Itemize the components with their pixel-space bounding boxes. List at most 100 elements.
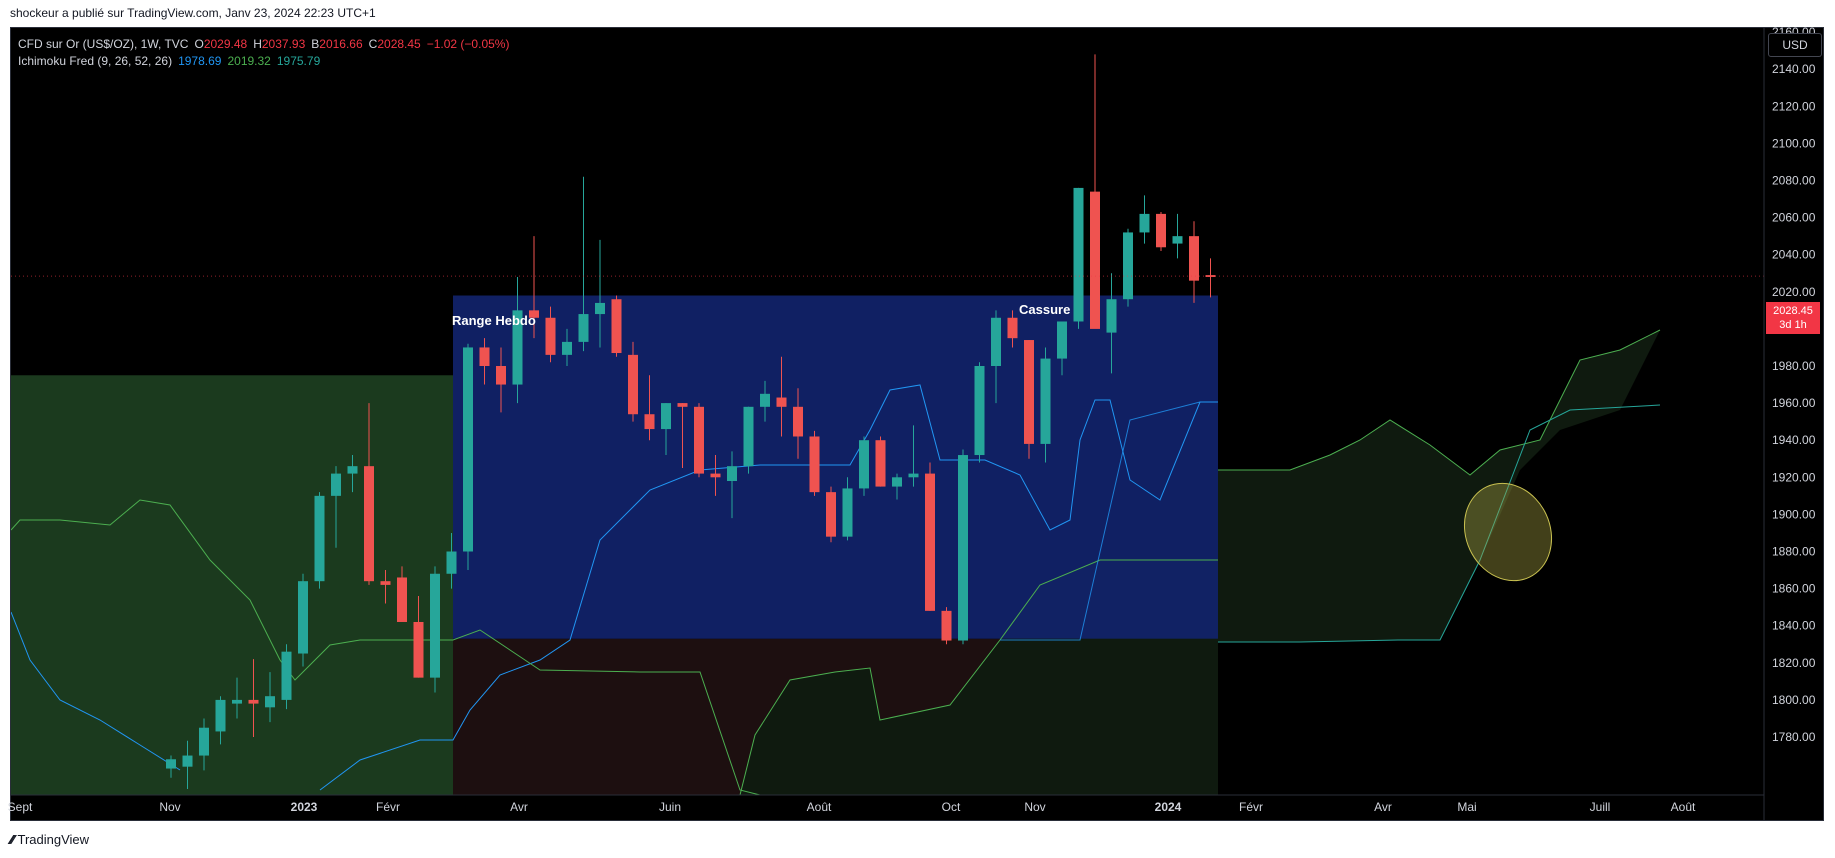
candle-body: [512, 310, 523, 385]
last-price-tag: 2028.45 3d 1h: [1766, 302, 1820, 334]
candle-body: [1172, 236, 1183, 244]
candle-body: [727, 466, 737, 482]
candle-body: [215, 699, 226, 732]
x-tick-label: Août: [807, 800, 832, 814]
y-tick-label: 2020.00: [1772, 285, 1816, 299]
candle-body: [974, 366, 985, 456]
legend-ichimoku: Ichimoku Fred (9, 26, 52, 26) 1978.69 20…: [18, 53, 509, 70]
candle-body: [347, 466, 358, 474]
y-tick-label: 1800.00: [1772, 693, 1816, 707]
y-tick-label: 1920.00: [1772, 470, 1816, 484]
y-tick-label: 2100.00: [1772, 136, 1816, 150]
x-tick-label: Mai: [1457, 800, 1476, 814]
currency-button[interactable]: USD: [1768, 33, 1822, 57]
footer-brand[interactable]: ⁄⁄⁄ TradingView: [10, 832, 89, 847]
chikou-line: [11, 499, 761, 795]
candle-body: [463, 347, 473, 552]
y-tick-label: 1860.00: [1772, 582, 1816, 596]
chart-legend: CFD sur Or (US$/OZ), 1W, TVC O2029.48 H 2…: [18, 36, 509, 70]
y-tick-label: 2120.00: [1772, 99, 1816, 113]
y-tick-label: 2060.00: [1772, 211, 1816, 225]
y-tick-label: 1840.00: [1772, 619, 1816, 633]
last-price-countdown: 3d 1h: [1779, 319, 1807, 331]
y-tick-label: 1980.00: [1772, 359, 1816, 373]
legend-b-value: 2016.66: [319, 37, 363, 51]
x-tick-label: 2023: [291, 800, 318, 814]
x-tick-label: Févr: [376, 800, 400, 814]
candle-body: [1123, 232, 1133, 300]
senkou-a-future: [1218, 329, 1661, 476]
candle-body: [1139, 213, 1150, 233]
candle-body: [364, 466, 374, 582]
candle-body: [496, 366, 506, 385]
candle-body: [529, 310, 539, 318]
candle-body: [760, 393, 770, 407]
tenkan-line: [319, 384, 1218, 791]
y-tick-label: 2140.00: [1772, 62, 1816, 76]
annotation-cassure: Cassure: [1019, 302, 1070, 317]
x-tick-label: Avr: [510, 800, 528, 814]
candle-body: [1007, 317, 1018, 339]
y-tick-label: 1960.00: [1772, 396, 1816, 410]
annotation-range-hebdo: Range Hebdo: [452, 313, 536, 328]
candle-body: [479, 347, 490, 366]
candle-body: [776, 397, 787, 407]
legend-symbol: CFD sur Or (US$/OZ), 1W, TVC: [18, 37, 189, 51]
kijun-line-right: [1000, 401, 1201, 641]
y-tick-label: 1820.00: [1772, 656, 1816, 670]
candle-body: [1040, 358, 1051, 444]
x-tick-label: Févr: [1239, 800, 1263, 814]
legend-c-value: 2028.45: [377, 37, 421, 51]
candle-body: [875, 440, 886, 487]
legend-ohlc: CFD sur Or (US$/OZ), 1W, TVC O2029.48 H 2…: [18, 36, 509, 53]
candle-body: [545, 317, 556, 355]
candle-body: [958, 455, 968, 641]
legend-ichimoku-v2: 2019.32: [227, 54, 271, 68]
candle-body: [298, 581, 308, 654]
candle-body: [314, 495, 325, 582]
candle-body: [859, 440, 869, 489]
candle-body: [331, 473, 341, 496]
y-tick-label: 1880.00: [1772, 545, 1816, 559]
candle-body: [1156, 213, 1166, 248]
x-tick-label: Nov: [159, 800, 180, 814]
range-hebdo-box: [453, 295, 1218, 639]
candle-body: [677, 403, 688, 407]
legend-change: −1.02 (−0.05%): [426, 37, 510, 51]
legend-ichimoku-v3: 1975.79: [276, 54, 321, 68]
legend-ichimoku-label: Ichimoku Fred (9, 26, 52, 26): [18, 54, 173, 68]
candle-body: [1106, 299, 1117, 333]
candle-body: [430, 573, 440, 678]
candle-body: [710, 473, 721, 478]
candle-body: [743, 406, 754, 467]
candle-body: [380, 581, 391, 585]
legend-o-value: 2029.48: [203, 37, 248, 51]
candle-body: [925, 473, 935, 611]
candle-body: [941, 610, 952, 641]
candle-body: [661, 403, 671, 430]
candle-body: [809, 436, 820, 493]
candle-body: [182, 755, 193, 767]
x-tick-label: Nov: [1024, 800, 1045, 814]
x-tick-label: Oct: [942, 800, 961, 814]
candle-body: [562, 341, 572, 355]
x-tick-label: 2024: [1155, 800, 1182, 814]
published-header: shockeur a publié sur TradingView.com, J…: [10, 6, 376, 20]
candle-body: [248, 699, 259, 704]
legend-o-label: O: [194, 37, 204, 51]
legend-h-label: H: [253, 37, 262, 51]
plot-area: Range Hebdo Cassure: [11, 54, 1764, 795]
kijun-line-left: [11, 611, 181, 771]
ichimoku-cloud-future: [1218, 330, 1660, 642]
candle-body: [397, 577, 407, 622]
y-tick-label: 2040.00: [1772, 248, 1816, 262]
candle-body: [232, 699, 242, 704]
candle-body: [1073, 187, 1084, 322]
candle-body: [1024, 340, 1034, 444]
candle-body: [892, 477, 902, 487]
candle-body: [199, 727, 209, 756]
candle-body: [628, 354, 638, 415]
candle-body: [166, 759, 176, 769]
x-tick-label: Juin: [659, 800, 681, 814]
